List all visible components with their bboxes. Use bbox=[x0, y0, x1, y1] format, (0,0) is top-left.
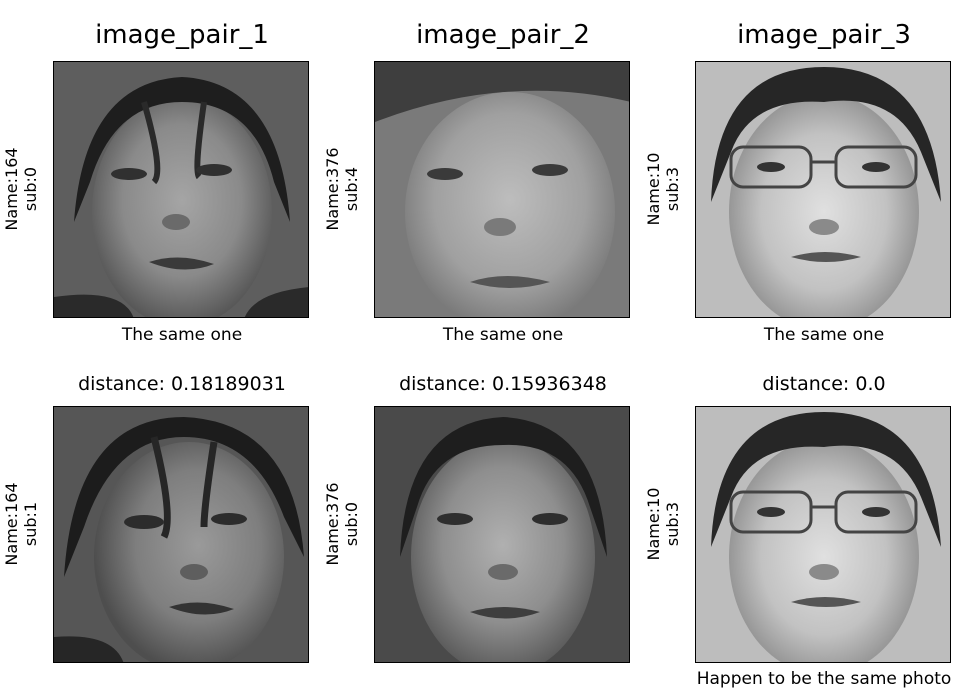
name-label: Name:376 bbox=[323, 482, 342, 566]
name-label: Name:164 bbox=[2, 147, 21, 231]
distance-3: distance: 0.0 bbox=[762, 373, 886, 395]
y-label-1-bottom: Name:164 sub:1 bbox=[2, 444, 42, 604]
sub-label: sub:0 bbox=[342, 501, 361, 547]
column-title-1: image_pair_1 bbox=[95, 20, 269, 50]
caption-3-bottom: Happen to be the same photo bbox=[696, 669, 952, 689]
caption-3-top: The same one bbox=[763, 325, 885, 345]
face-image-3-top bbox=[695, 61, 951, 318]
caption-1-top: The same one bbox=[121, 325, 243, 345]
face-image-2-top bbox=[374, 61, 630, 318]
face-image-2-bottom bbox=[374, 406, 630, 663]
name-label: Name:164 bbox=[2, 482, 21, 566]
sub-label: sub:1 bbox=[21, 501, 40, 547]
sub-label: sub:3 bbox=[663, 166, 682, 212]
distance-1: distance: 0.18189031 bbox=[78, 373, 286, 395]
y-label-2-bottom: Name:376 sub:0 bbox=[323, 444, 363, 604]
name-label: Name:376 bbox=[323, 147, 342, 231]
caption-2-top: The same one bbox=[442, 325, 564, 345]
column-title-2: image_pair_2 bbox=[416, 20, 590, 50]
distance-2: distance: 0.15936348 bbox=[399, 373, 607, 395]
sub-label: sub:4 bbox=[342, 166, 361, 212]
name-label: Name:10 bbox=[644, 487, 663, 561]
face-image-3-bottom bbox=[695, 406, 951, 663]
face-image-1-bottom bbox=[53, 406, 309, 663]
sub-label: sub:3 bbox=[663, 501, 682, 547]
y-label-2-top: Name:376 sub:4 bbox=[323, 109, 363, 269]
sub-label: sub:0 bbox=[21, 166, 40, 212]
face-image-1-top bbox=[53, 61, 309, 318]
y-label-3-bottom: Name:10 sub:3 bbox=[644, 444, 684, 604]
y-label-3-top: Name:10 sub:3 bbox=[644, 109, 684, 269]
column-title-3: image_pair_3 bbox=[737, 20, 911, 50]
y-label-1-top: Name:164 sub:0 bbox=[2, 109, 42, 269]
name-label: Name:10 bbox=[644, 152, 663, 226]
